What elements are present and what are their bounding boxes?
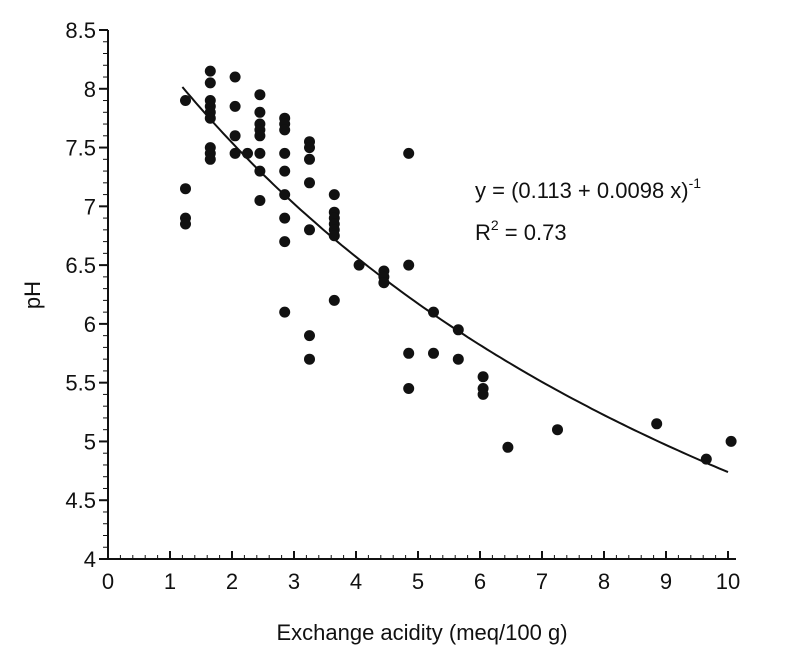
x-ticks: 0 1 2 3 4 5 6 7 8 9 10 [102,551,740,594]
y-tick-label: 7.5 [65,136,96,161]
data-point [403,147,415,159]
x-tick-label: 3 [288,569,300,594]
data-point [304,153,315,165]
data-point [279,212,291,224]
fit-equation: y = (0.113 + 0.0098 x)-1 [475,175,701,203]
data-point [254,147,266,159]
y-tick-label: 6 [84,312,96,337]
x-tick-label: 8 [598,569,610,594]
data-point [304,177,315,189]
data-point [254,89,266,101]
data-point [403,347,415,359]
data-point [328,189,340,201]
data-point [279,124,291,136]
data-point [242,147,253,159]
x-tick-label: 4 [350,569,362,594]
data-point [254,130,266,142]
data-point [279,189,291,201]
y-tick-label: 8.5 [65,18,96,43]
data-point [502,441,514,453]
y-tick-label: 8 [84,77,96,102]
data-point [651,418,663,430]
data-point [229,147,241,159]
data-points [180,65,737,465]
y-ticks: 4 4.5 5 5.5 6 6.5 7 7.5 8 8.5 [65,18,108,572]
data-point [304,330,315,342]
x-tick-label: 10 [716,569,740,594]
data-point [279,147,291,159]
data-point [353,259,365,271]
data-point [279,236,291,248]
fit-curve [181,86,729,474]
data-point [254,106,266,118]
r-squared-value: = 0.73 [499,220,567,245]
data-point [700,453,712,465]
data-point [477,371,489,383]
data-point [452,324,464,336]
data-point [328,230,340,242]
data-point [552,424,563,436]
data-point [180,183,191,195]
data-point [452,353,464,365]
data-point [725,435,737,447]
x-tick-label: 2 [226,569,238,594]
data-point [229,100,241,112]
data-point [204,112,216,124]
data-point [204,77,216,89]
x-tick-label: 9 [660,569,672,594]
data-point [304,353,315,365]
data-point [254,165,266,177]
data-point [304,142,315,154]
data-point [403,383,415,394]
data-point [180,218,191,230]
y-tick-label: 4.5 [65,488,96,513]
x-axis-title: Exchange acidity (meq/100 g) [276,620,567,645]
data-point [428,347,439,359]
y-axis-title: pH [20,281,45,309]
x-tick-label: 6 [474,569,486,594]
x-tick-label: 1 [164,569,176,594]
data-point [304,224,315,236]
r-squared-prefix: R [475,220,491,245]
fit-equation-exponent: -1 [689,175,702,191]
data-point [279,165,291,177]
data-point [229,71,241,83]
data-point [328,294,340,306]
data-point [477,388,489,400]
data-point [204,65,216,77]
x-tick-label: 0 [102,569,114,594]
y-tick-label: 5.5 [65,371,96,396]
x-tick-label: 5 [412,569,424,594]
data-point [403,259,415,271]
data-point [254,195,266,206]
y-tick-label: 4 [84,547,96,572]
fit-equation-main: y = (0.113 + 0.0098 x) [475,178,689,203]
axes [107,30,736,560]
r-squared-sup: 2 [491,217,499,233]
data-point [229,130,241,142]
data-point [180,95,191,106]
data-point [378,277,390,289]
r-squared: R2 = 0.73 [475,217,567,245]
data-point [279,306,291,318]
x-tick-label: 7 [536,569,548,594]
data-point [204,153,216,165]
y-tick-label: 7 [84,194,96,219]
y-tick-label: 5 [84,429,96,454]
y-tick-label: 6.5 [65,253,96,278]
data-point [428,306,439,318]
